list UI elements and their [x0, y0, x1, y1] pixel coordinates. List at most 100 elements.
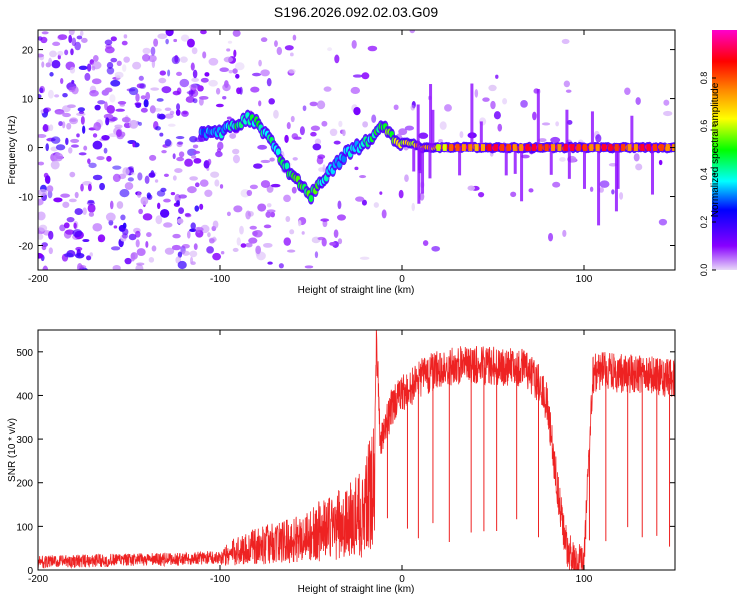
- heatmap-noise-cell: [286, 122, 291, 130]
- heatmap-noise-cell: [148, 172, 156, 178]
- heatmap-noise-cell: [233, 205, 243, 213]
- heatmap-noise-cell: [320, 218, 330, 222]
- heatmap-streak: [429, 84, 433, 148]
- heatmap-noise-cell: [220, 251, 225, 255]
- heatmap-noise-cell: [146, 192, 151, 199]
- heatmap-noise-cell: [379, 191, 383, 195]
- heatmap-noise-cell: [47, 190, 53, 199]
- heatmap-noise-cell: [226, 48, 231, 52]
- heatmap-noise-cell: [122, 167, 130, 176]
- heatmap-noise-cell: [78, 152, 87, 156]
- heatmap-noise-cell: [285, 215, 291, 223]
- heatmap-noise-cell: [302, 105, 307, 112]
- heatmap-noise-cell: [321, 120, 328, 127]
- heatmap-noise-cell: [284, 134, 289, 144]
- heatmap-noise-cell: [635, 163, 643, 171]
- heatmap-noise-cell: [66, 104, 76, 109]
- heatmap-noise-cell: [130, 172, 136, 176]
- heatmap-noise-cell: [38, 93, 42, 99]
- heatmap-noise-cell: [236, 237, 241, 246]
- heatmap-noise-cell: [329, 128, 338, 137]
- heatmap-noise-cell: [92, 174, 103, 181]
- y-tick-label: -10: [19, 193, 34, 204]
- heatmap-noise-cell: [78, 265, 87, 269]
- heatmap-noise-cell: [60, 78, 64, 84]
- heatmap-noise-cell: [104, 101, 108, 111]
- heatmap-noise-cell: [200, 30, 207, 35]
- heatmap-noise-cell: [42, 124, 49, 132]
- heatmap-noise-cell: [497, 123, 503, 132]
- heatmap-noise-cell: [83, 145, 88, 151]
- heatmap-noise-cell: [110, 246, 121, 251]
- heatmap-noise-cell: [361, 199, 367, 206]
- heatmap-noise-cell: [598, 187, 604, 193]
- heatmap-noise-cell: [260, 159, 271, 164]
- heatmap-noise-cell: [82, 125, 86, 134]
- heatmap-noise-cell: [459, 131, 464, 139]
- heatmap-noise-cell: [115, 108, 125, 112]
- heatmap-ridge-peak: [557, 144, 562, 151]
- heatmap-noise-cell: [82, 207, 87, 215]
- heatmap-noise-cell: [312, 143, 322, 151]
- colorbar-tick-label: 0.4: [699, 168, 709, 181]
- heatmap-streak: [428, 147, 432, 179]
- heatmap-noise-cell: [106, 104, 115, 114]
- heatmap-ridge-peak: [576, 144, 581, 151]
- heatmap-noise-cell: [106, 61, 114, 69]
- colorbar-tick-label: 0.6: [699, 120, 709, 133]
- heatmap-noise-cell: [149, 105, 156, 114]
- heatmap-noise-cell: [145, 241, 149, 248]
- heatmap-noise-cell: [217, 141, 224, 151]
- snr-y-axis-label: SNR (10 * v/v): [7, 418, 18, 482]
- heatmap-noise-cell: [55, 144, 66, 151]
- heatmap-noise-cell: [120, 214, 126, 221]
- heatmap-noise-cell: [199, 179, 209, 187]
- heatmap-noise-cell: [82, 238, 90, 243]
- heatmap-noise-cell: [194, 137, 204, 143]
- heatmap-streak: [565, 109, 569, 148]
- heatmap-noise-cell: [342, 129, 346, 137]
- heatmap-noise-cell: [189, 176, 199, 181]
- heatmap-noise-cell: [194, 205, 200, 212]
- heatmap-noise-cell: [159, 70, 167, 76]
- heatmap-ridge-peak: [436, 144, 441, 151]
- heatmap-noise-cell: [176, 87, 182, 95]
- heatmap-noise-cell: [78, 110, 85, 114]
- heatmap-noise-cell: [52, 41, 61, 47]
- heatmap-noise-cell: [208, 79, 218, 87]
- heatmap-noise-cell: [260, 180, 271, 188]
- heatmap-noise-cell: [299, 126, 305, 136]
- heatmap-ridge-peak: [589, 144, 594, 151]
- heatmap-streak: [630, 115, 634, 148]
- heatmap-ridge-peak: [602, 144, 607, 151]
- heatmap-noise-cell: [257, 203, 267, 212]
- heatmap-noise-cell: [122, 222, 127, 229]
- heatmap-noise-cell: [520, 154, 530, 159]
- heatmap-noise-cell: [161, 86, 172, 94]
- heatmap-noise-cell: [110, 57, 118, 63]
- y-tick-label: 100: [16, 522, 33, 533]
- heatmap-noise-cell: [283, 194, 291, 203]
- snr-x-axis: -200 -100 0 100: [28, 330, 593, 585]
- heatmap-ridge-peak: [614, 144, 619, 151]
- heatmap-noise-cell: [493, 111, 501, 120]
- heatmap-noise-cell: [562, 229, 567, 238]
- heatmap-noise-cell: [258, 59, 262, 67]
- heatmap-noise-cell: [65, 137, 69, 146]
- snr-x-axis-label: Height of straight line (km): [298, 584, 415, 595]
- heatmap-noise-cell: [409, 30, 416, 34]
- heatmap-noise-cell: [176, 200, 180, 206]
- heatmap-noise-cell: [265, 211, 272, 218]
- heatmap-noise-cell: [350, 86, 361, 95]
- heatmap-noise-cell: [89, 252, 93, 257]
- heatmap-noise-cell: [226, 211, 231, 217]
- heatmap-noise-cell: [105, 212, 116, 222]
- heatmap-streak: [520, 147, 524, 202]
- heatmap-ridge-peak: [627, 144, 632, 151]
- heatmap-noise-cell: [176, 218, 184, 224]
- heatmap-noise-cell: [105, 117, 110, 126]
- heatmap-noise-cell: [96, 156, 105, 161]
- heatmap-noise-cell: [419, 192, 425, 201]
- heatmap-ridge-peak: [595, 144, 600, 151]
